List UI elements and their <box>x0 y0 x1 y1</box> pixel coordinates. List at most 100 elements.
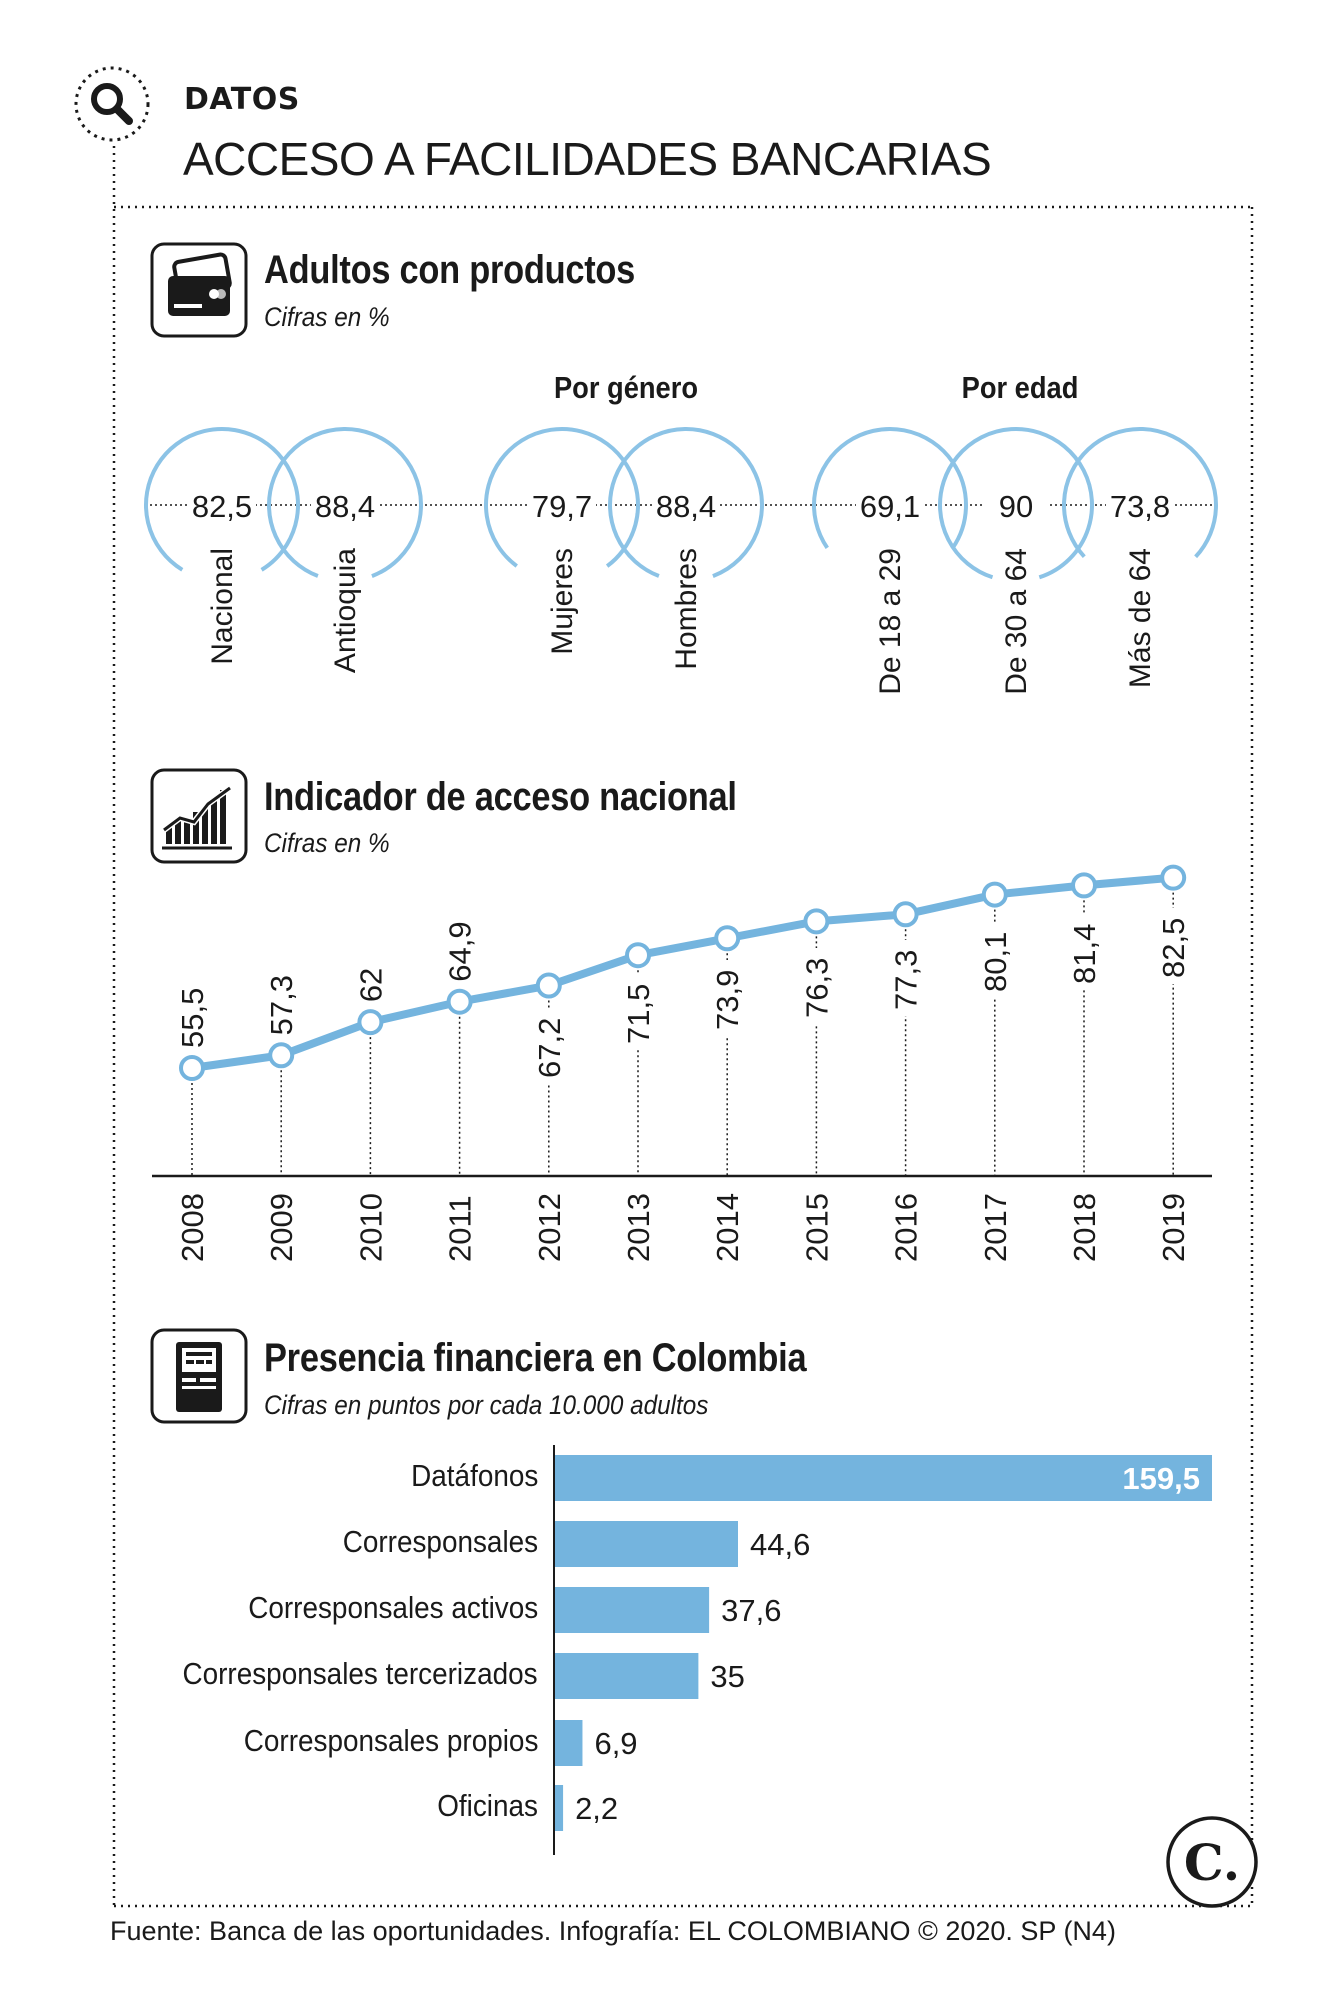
x-tick-label-7: 2015 <box>799 1193 834 1262</box>
data-label-11: 82,5 <box>1156 918 1191 978</box>
circle-value-bg-3 <box>652 485 720 521</box>
x-tick-label-0: 2008 <box>175 1193 210 1262</box>
bar-category-label-2: Corresponsales activos <box>248 1590 538 1625</box>
bar-category-label-3: Corresponsales tercerizados <box>182 1656 538 1691</box>
credit-card-icon <box>150 242 248 338</box>
bar-category-label-0: Datáfonos <box>410 1458 538 1493</box>
data-point-1 <box>268 1042 295 1069</box>
footer-source: Fuente: Banca de las oportunidades. Info… <box>110 1916 1116 1946</box>
data-label-6: 73,9 <box>710 970 745 1030</box>
circle-ring-5 <box>937 427 1094 583</box>
section3-title: Presencia financiera en Colombia <box>264 1336 807 1380</box>
bar-value-5: 2,2 <box>575 1791 618 1826</box>
section2-subtitle: Cifras en % <box>264 828 390 858</box>
data-point-5 <box>625 942 651 969</box>
data-point-9 <box>981 881 1008 908</box>
data-label-bg-10 <box>1068 914 1100 990</box>
data-label-4: 67,2 <box>532 1018 567 1078</box>
circle-category-label-2: Mujeres <box>546 548 579 655</box>
bar-1 <box>554 1521 738 1567</box>
data-label-3: 64,9 <box>443 921 478 981</box>
header-kicker: DATOS <box>184 82 300 117</box>
bar-value-1: 44,6 <box>750 1527 810 1562</box>
x-tick-label-10: 2018 <box>1067 1193 1102 1262</box>
bar-5 <box>554 1785 564 1831</box>
x-tick-label-4: 2012 <box>532 1193 567 1262</box>
rising-chart-icon <box>150 768 248 864</box>
data-label-0: 55,5 <box>175 988 210 1048</box>
circle-value-bg-0 <box>188 485 256 521</box>
circle-value-bg-5 <box>982 485 1050 521</box>
x-tick-label-6: 2014 <box>710 1193 745 1262</box>
x-tick-label-2: 2010 <box>353 1193 388 1262</box>
data-point-6 <box>714 925 741 952</box>
data-point-11 <box>1160 864 1187 891</box>
x-tick-label-9: 2017 <box>978 1193 1013 1262</box>
circle-value-2: 79,7 <box>532 489 592 524</box>
bar-category-label-1: Corresponsales <box>342 1524 538 1559</box>
circle-category-label-0: Nacional <box>206 548 239 665</box>
data-label-7: 76,3 <box>799 958 834 1018</box>
data-label-8: 77,3 <box>889 950 924 1010</box>
data-label-bg-7 <box>800 948 833 1024</box>
data-label-1: 57,3 <box>264 975 299 1035</box>
circle-value-6: 73,8 <box>1110 489 1170 524</box>
circle-category-label-6: Más de 64 <box>1124 548 1157 688</box>
data-label-10: 81,4 <box>1067 924 1102 984</box>
data-point-8 <box>892 901 919 928</box>
section1-subtitle: Cifras en % <box>264 302 390 332</box>
circle-category-label-1: Antioquia <box>329 548 362 673</box>
data-point-0 <box>179 1055 205 1081</box>
data-label-bg-5 <box>622 974 654 1050</box>
circle-category-label-4: De 18 a 29 <box>874 548 907 695</box>
bar-value-4: 6,9 <box>594 1726 637 1761</box>
data-point-7 <box>803 908 830 935</box>
x-tick-label-8: 2016 <box>889 1193 924 1262</box>
circle-value-bg-6 <box>1106 485 1174 521</box>
circle-value-0: 82,5 <box>192 489 252 524</box>
circle-value-bg-2 <box>528 485 596 521</box>
data-label-bg-11 <box>1157 908 1190 984</box>
data-label-9: 80,1 <box>978 932 1013 992</box>
data-label-2: 62 <box>353 968 388 1002</box>
group-title-gender: Por género <box>553 370 699 405</box>
section1-title: Adultos con productos <box>264 248 636 292</box>
data-point-3 <box>446 988 473 1015</box>
bar-3 <box>554 1653 699 1699</box>
section3-subtitle: Cifras en puntos por cada 10.000 adultos <box>264 1390 709 1420</box>
data-label-bg-6 <box>711 960 744 1036</box>
data-point-2 <box>357 1009 384 1036</box>
circle-ring-2 <box>484 427 640 583</box>
circle-value-1: 88,4 <box>315 489 375 524</box>
data-label-bg-4 <box>532 1008 565 1084</box>
series-line <box>191 873 1174 1072</box>
circle-ring-1 <box>267 427 423 583</box>
page-title: ACCESO A FACILIDADES BANCARIAS <box>183 133 992 185</box>
x-tick-label-1: 2009 <box>264 1193 299 1262</box>
circle-category-label-3: Hombres <box>670 548 703 670</box>
circle-value-bg-1 <box>311 485 379 521</box>
circle-ring-0 <box>144 427 300 583</box>
circle-ring-4 <box>812 427 968 583</box>
bar-value-3: 35 <box>710 1659 744 1694</box>
circle-value-5: 90 <box>999 489 1033 524</box>
bar-value-0: 159,5 <box>1122 1461 1200 1496</box>
logo-letter: C. <box>1184 1833 1240 1892</box>
search-icon <box>72 64 152 144</box>
group-title-age: Por edad <box>961 370 1079 405</box>
x-tick-label-3: 2011 <box>443 1195 478 1262</box>
bar-4 <box>554 1720 583 1766</box>
bar-0 <box>554 1455 1212 1501</box>
data-label-5: 71,5 <box>621 984 656 1044</box>
data-label-bg-9 <box>978 922 1011 998</box>
circle-category-label-5: De 30 a 64 <box>1000 548 1033 695</box>
x-tick-label-5: 2013 <box>621 1193 656 1262</box>
circle-ring-3 <box>608 427 764 583</box>
data-point-10 <box>1071 872 1097 899</box>
circle-value-bg-4 <box>856 485 924 521</box>
section2-title: Indicador de acceso nacional <box>264 775 737 819</box>
bar-2 <box>554 1587 710 1633</box>
data-point-4 <box>535 972 562 999</box>
el-colombiano-logo: C. <box>1162 1812 1262 1912</box>
bar-value-2: 37,6 <box>721 1593 781 1628</box>
